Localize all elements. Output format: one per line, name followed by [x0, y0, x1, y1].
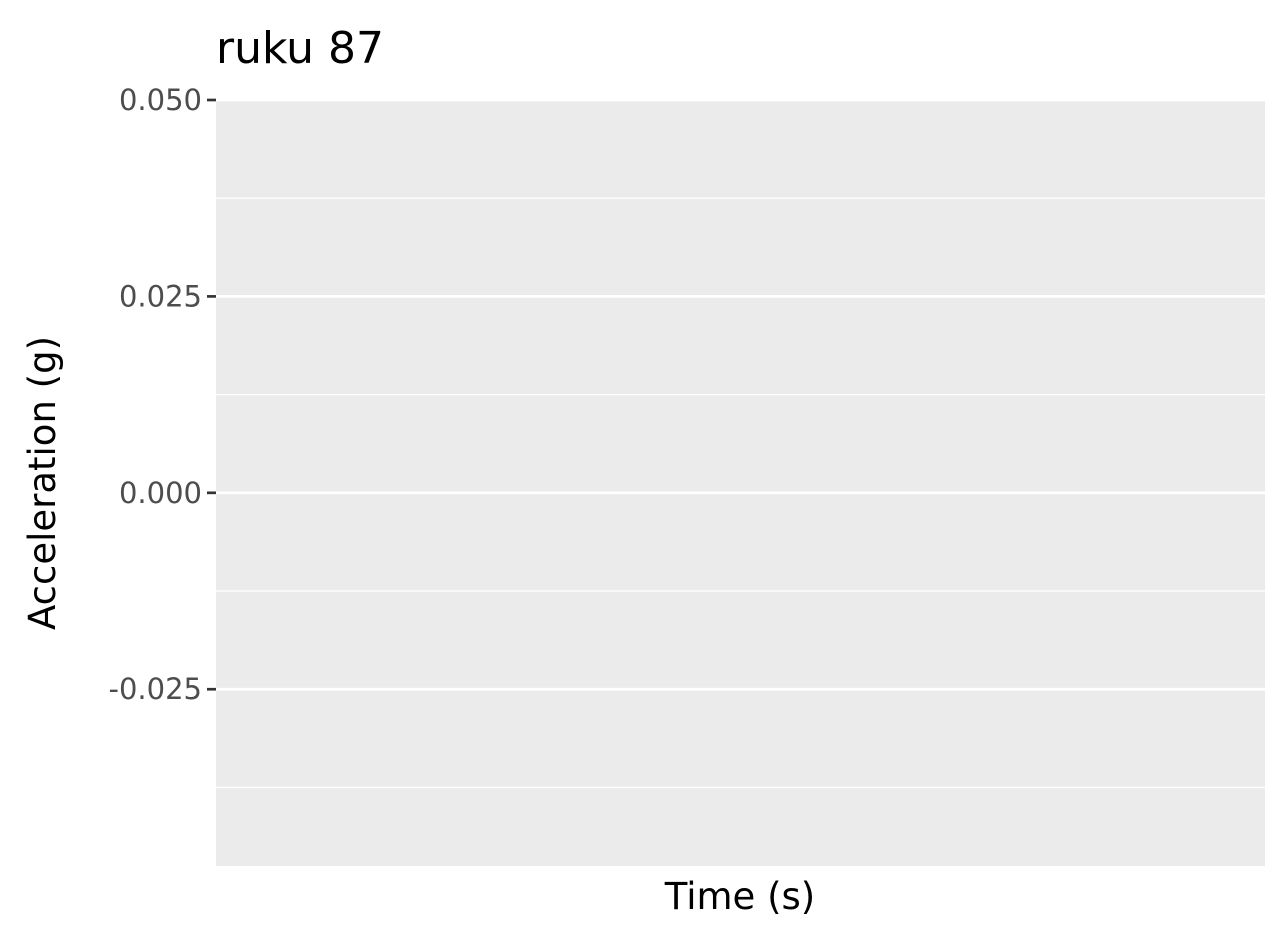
x-axis-title: Time (s): [664, 875, 815, 918]
plot-panel: [216, 100, 1265, 866]
y-axis-ticks: [207, 98, 216, 691]
major-gridlines: [216, 98, 1265, 691]
chart-title: ruku 87: [216, 23, 384, 74]
y-tick-label-0: 0.050: [119, 83, 202, 117]
y-tick-label-3: -0.025: [109, 672, 203, 706]
y-axis-title: Acceleration (g): [21, 336, 64, 630]
minor-gridlines: [216, 197, 1265, 789]
y-axis-tick-labels: 0.050 0.025 0.000 -0.025: [109, 83, 203, 706]
y-tick-label-2: 0.000: [119, 476, 202, 510]
y-tick-label-1: 0.025: [119, 279, 202, 313]
